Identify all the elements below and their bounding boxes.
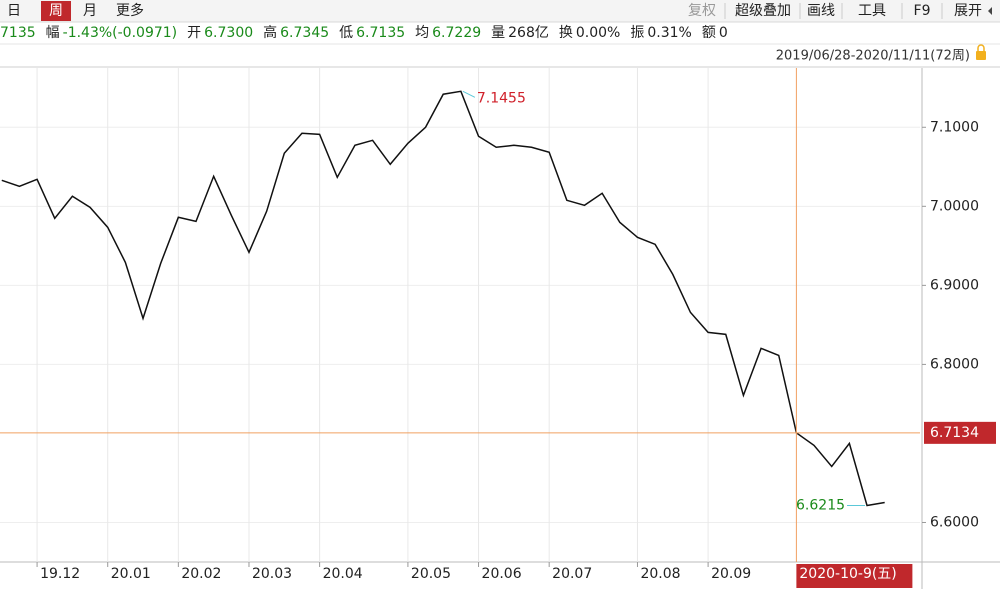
x-tick-label: 20.06 <box>482 566 522 582</box>
tool-button[interactable]: F9 <box>914 3 931 19</box>
price-box-label: 6.7134 <box>930 425 979 441</box>
x-tick-label: 19.12 <box>40 566 80 582</box>
quote-label: 低 <box>339 25 353 41</box>
price-box <box>924 421 996 444</box>
expand-arrow <box>988 7 992 15</box>
quote-label: 均 <box>415 25 429 41</box>
y-tick-label: 6.9000 <box>930 277 979 293</box>
tool-button[interactable]: 画线 <box>807 3 835 19</box>
date-box-label: 2020-10-9(五) <box>799 566 896 582</box>
quote-value: -1.43%(-0.0971) <box>63 25 178 41</box>
x-tick-label: 20.02 <box>181 566 221 582</box>
quote-value: 6.7300 <box>204 25 253 41</box>
quote-value: 268亿 <box>508 25 549 41</box>
quote-value: 7135 <box>0 25 36 41</box>
quote-value: 6.7135 <box>356 25 405 41</box>
quote-label: 振 <box>630 25 644 41</box>
lock-icon <box>977 44 985 51</box>
quote-label: 额 <box>702 25 716 41</box>
period-selected-bg <box>41 1 71 21</box>
price-line <box>1 90 885 507</box>
min-label: 6.6215 <box>796 497 845 513</box>
tool-button[interactable]: 超级叠加 <box>735 3 791 19</box>
quote-label: 高 <box>263 24 277 41</box>
x-tick-label: 20.03 <box>252 566 292 582</box>
y-tick-label: 6.8000 <box>930 356 979 372</box>
quote-label: 幅 <box>46 25 60 41</box>
x-tick-label: 20.09 <box>711 566 751 582</box>
quote-value: 0 <box>719 25 728 41</box>
x-tick-label: 20.07 <box>552 566 592 582</box>
x-tick-label: 20.04 <box>323 566 363 582</box>
y-tick-label: 6.6000 <box>930 514 979 530</box>
quote-label: 开 <box>187 25 201 41</box>
range-text: 2019/06/28-2020/11/11(72周) <box>776 49 970 64</box>
period-button[interactable]: 更多 <box>116 2 144 19</box>
lock-icon[interactable] <box>976 51 986 60</box>
date-box <box>796 564 913 588</box>
tool-button[interactable]: 工具 <box>858 3 886 19</box>
period-button[interactable]: 周 <box>49 3 63 19</box>
quote-label: 量 <box>491 25 505 41</box>
max-label: 7.1455 <box>477 90 526 106</box>
period-button[interactable]: 月 <box>83 3 97 19</box>
quote-value: 6.7229 <box>432 25 481 41</box>
quote-label: 换 <box>559 24 573 41</box>
toolbar-bg <box>0 0 1000 22</box>
tool-button[interactable]: 展开 <box>954 3 982 19</box>
period-button[interactable]: 日 <box>7 3 21 19</box>
tool-button[interactable]: 复权 <box>688 2 716 19</box>
y-tick-label: 7.0000 <box>930 198 979 214</box>
x-tick-label: 20.08 <box>640 566 680 582</box>
x-tick-label: 20.05 <box>411 566 451 582</box>
x-tick-label: 20.01 <box>111 566 151 582</box>
max-arrow <box>462 90 476 98</box>
quote-value: 6.7345 <box>280 25 329 41</box>
quote-value: 0.00% <box>576 25 620 41</box>
y-tick-label: 7.1000 <box>930 119 979 135</box>
quote-value: 0.31% <box>647 25 691 41</box>
